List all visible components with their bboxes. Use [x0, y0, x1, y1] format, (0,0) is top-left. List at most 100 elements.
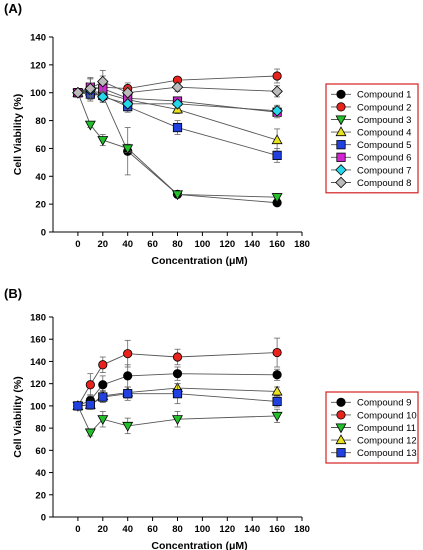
- y-tick-label: 140: [30, 357, 46, 368]
- data-point: [172, 389, 183, 399]
- x-tick-label: 20: [98, 239, 109, 250]
- data-point: [123, 349, 133, 359]
- x-tick-label: 80: [172, 524, 183, 535]
- y-tick-label: 120: [30, 60, 46, 71]
- data-point: [97, 415, 109, 426]
- legend-marker: [335, 115, 347, 126]
- y-tick-label: 20: [35, 200, 46, 211]
- data-point: [171, 81, 184, 93]
- x-tick-label: 140: [244, 524, 260, 535]
- data-point: [271, 85, 283, 98]
- data-point: [123, 371, 133, 381]
- data-point: [172, 369, 183, 379]
- legend-label: Compound 10: [357, 410, 417, 421]
- data-point: [122, 421, 134, 432]
- data-point: [98, 380, 108, 390]
- y-tick-label: 140: [30, 33, 46, 44]
- x-tick-label: 80: [172, 239, 183, 250]
- x-axis-title: Concentration (μM): [151, 540, 247, 550]
- legend-label: Compound 11: [357, 423, 416, 434]
- x-tick-label: 180: [294, 524, 310, 535]
- legend-label: Compound 8: [357, 178, 411, 189]
- legend-marker: [336, 89, 346, 99]
- data-point: [97, 136, 109, 146]
- series-compound-13: [73, 383, 282, 411]
- legend-marker: [336, 152, 346, 162]
- x-axis-title: Concentration (μM): [151, 255, 247, 267]
- data-point: [84, 82, 97, 95]
- x-tick-label: 100: [194, 239, 210, 250]
- series-compound-11: [72, 401, 283, 439]
- x-tick-label: 120: [219, 239, 235, 250]
- y-tick-label: 20: [35, 490, 46, 501]
- y-tick-label: 0: [41, 228, 46, 239]
- data-point: [271, 193, 283, 203]
- legend-label: Compound 4: [357, 128, 411, 139]
- data-point: [98, 360, 108, 370]
- legend-label: Compound 6: [357, 153, 411, 164]
- legend-marker: [336, 410, 346, 420]
- legend-marker: [335, 434, 347, 445]
- data-point: [121, 98, 134, 110]
- data-point: [84, 428, 96, 439]
- y-tick-label: 60: [35, 446, 46, 457]
- data-point: [171, 98, 184, 110]
- x-tick-label: 100: [194, 524, 210, 535]
- chart-panel: (B) 0 20 40 60 80 100 120 140 160 180 0 20 40 60 80 100 1…: [4, 286, 419, 550]
- data-point: [73, 401, 83, 411]
- legend-marker: [335, 423, 347, 434]
- y-tick-label: 0: [41, 513, 46, 524]
- data-point: [121, 86, 134, 99]
- data-point: [271, 134, 283, 145]
- series-compound-8: [72, 70, 283, 101]
- data-point: [272, 370, 282, 380]
- data-point: [85, 380, 95, 390]
- y-tick-label: 120: [30, 379, 46, 390]
- legend-marker: [336, 397, 346, 407]
- legend-label: Compound 5: [357, 140, 411, 151]
- legend-label: Compound 3: [357, 115, 411, 126]
- legend-label: Compound 13: [357, 448, 417, 459]
- y-tick-label: 40: [35, 172, 46, 183]
- legend-marker: [335, 176, 347, 189]
- legend-label: Compound 2: [357, 102, 411, 113]
- panel-label: (B): [4, 286, 22, 301]
- data-point: [72, 86, 84, 99]
- data-point: [122, 144, 134, 155]
- x-tick-label: 40: [122, 239, 133, 250]
- data-point: [271, 385, 283, 396]
- legend-label: Compound 1: [357, 90, 411, 101]
- data-point: [272, 347, 282, 358]
- y-axis-title: Cell Viability (%): [12, 94, 24, 176]
- legend-marker: [336, 102, 346, 112]
- y-axis-title: Cell Viability (%): [12, 376, 24, 458]
- legend-marker: [335, 164, 347, 176]
- y-tick-label: 60: [35, 144, 46, 155]
- data-point: [97, 91, 109, 103]
- series-line: [77, 405, 278, 434]
- x-tick-label: 140: [244, 239, 260, 250]
- legend-marker: [335, 126, 347, 137]
- data-point: [272, 150, 282, 160]
- legend-marker: [336, 140, 346, 150]
- x-tick-label: 0: [75, 239, 80, 250]
- y-tick-label: 100: [30, 88, 46, 99]
- panel-label: (A): [4, 1, 22, 16]
- data-point: [271, 105, 283, 117]
- data-point: [271, 411, 283, 422]
- data-point: [85, 400, 95, 410]
- x-tick-label: 160: [269, 239, 285, 250]
- data-point: [172, 352, 183, 362]
- x-tick-label: 60: [147, 239, 158, 250]
- data-point: [123, 389, 133, 399]
- legend-label: Compound 12: [357, 436, 417, 447]
- x-tick-label: 180: [294, 239, 310, 250]
- y-tick-label: 80: [35, 116, 46, 127]
- data-point: [272, 71, 282, 81]
- data-point: [84, 120, 96, 131]
- x-tick-label: 120: [219, 524, 235, 535]
- series-line: [77, 92, 278, 198]
